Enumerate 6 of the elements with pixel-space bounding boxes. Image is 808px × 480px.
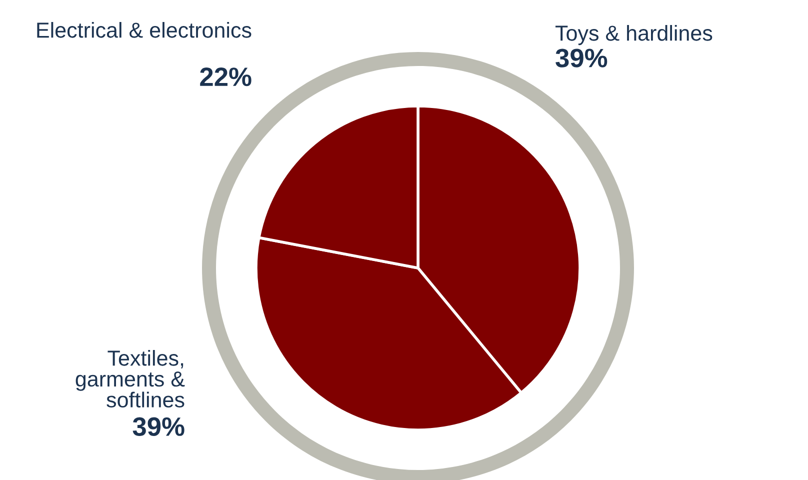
data-label: 39%: [132, 417, 184, 436]
slice-label: Electrical & electronics: [37, 22, 252, 38]
data-label: 39%: [556, 48, 608, 68]
data-label: 22%: [200, 67, 252, 86]
slice-label: Toys & hardlines: [555, 25, 712, 46]
slice-label: Textiles, garments & softlines: [76, 350, 185, 408]
